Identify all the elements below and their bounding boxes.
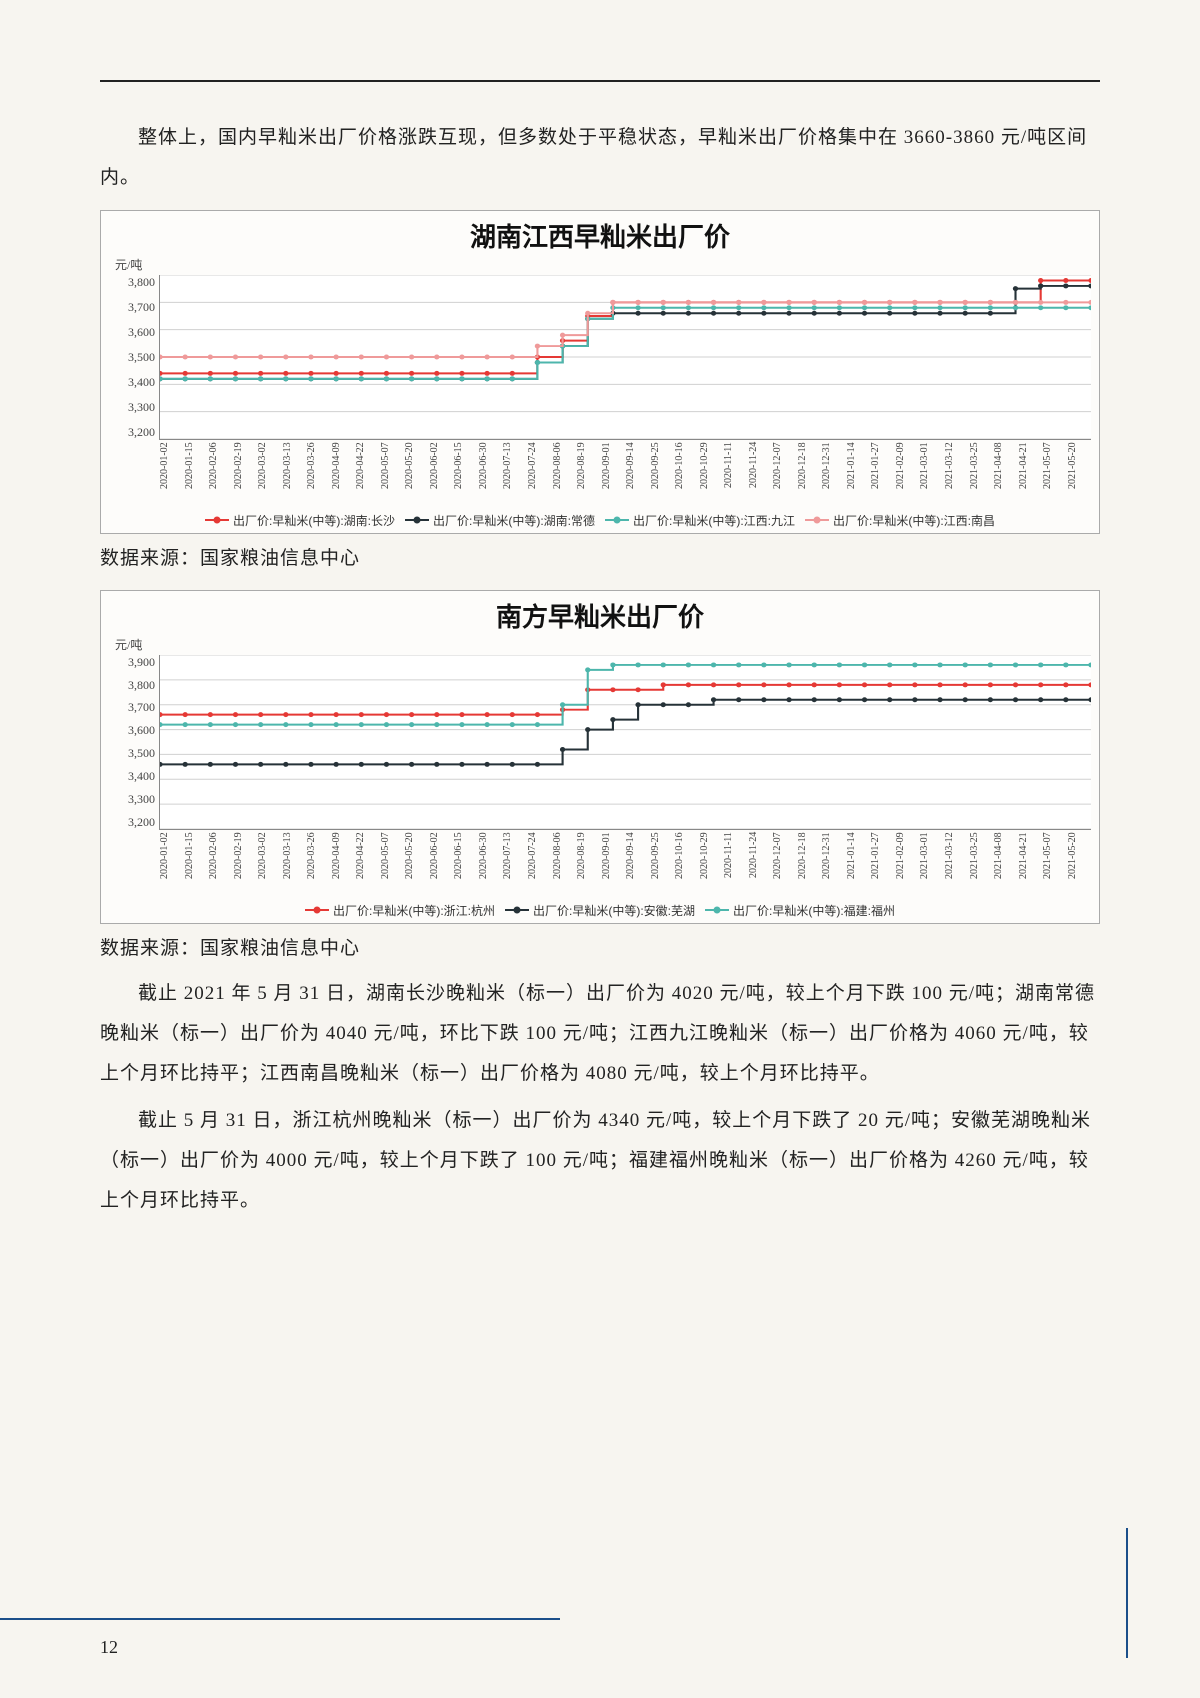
legend-item: 出厂价:早籼米(中等):湖南:长沙 bbox=[205, 512, 395, 529]
y-unit-label: 元/吨 bbox=[109, 636, 1091, 653]
chart1-source: 数据来源：国家粮油信息中心 bbox=[100, 540, 1100, 578]
paragraph-3: 截止 5 月 31 日，浙江杭州晚籼米（标一）出厂价为 4340 元/吨，较上个… bbox=[100, 1101, 1100, 1221]
legend-label: 出厂价:早籼米(中等):浙江:杭州 bbox=[333, 902, 495, 919]
legend: 出厂价:早籼米(中等):湖南:长沙 出厂价:早籼米(中等):湖南:常德 出厂价:早籼… bbox=[109, 512, 1091, 529]
paragraph-2: 截止 2021 年 5 月 31 日，湖南长沙晚籼米（标一）出厂价为 4020 … bbox=[100, 974, 1100, 1094]
intro-paragraph: 整体上，国内早籼米出厂价格涨跌互现，但多数处于平稳状态，早籼米出厂价格集中在 3… bbox=[100, 118, 1100, 198]
chart-title: 湖南江西早籼米出厂价 bbox=[109, 217, 1091, 254]
plot-area bbox=[159, 655, 1091, 830]
legend-label: 出厂价:早籼米(中等):福建:福州 bbox=[733, 902, 895, 919]
legend-swatch bbox=[705, 909, 729, 911]
legend-item: 出厂价:早籼米(中等):江西:南昌 bbox=[805, 512, 995, 529]
legend-label: 出厂价:早籼米(中等):湖南:常德 bbox=[433, 512, 595, 529]
legend-swatch bbox=[605, 519, 629, 521]
legend-item: 出厂价:早籼米(中等):安徽:芜湖 bbox=[505, 902, 695, 919]
footer-accent-line bbox=[0, 1618, 560, 1620]
chart-south: 南方早籼米出厂价元/吨 3,9003,8003,7003,6003,5003,40… bbox=[100, 590, 1100, 924]
legend-swatch bbox=[505, 909, 529, 911]
legend-label: 出厂价:早籼米(中等):湖南:长沙 bbox=[233, 512, 395, 529]
legend: 出厂价:早籼米(中等):浙江:杭州 出厂价:早籼米(中等):安徽:芜湖 出厂价:早籼… bbox=[109, 902, 1091, 919]
legend-swatch bbox=[305, 909, 329, 911]
legend-label: 出厂价:早籼米(中等):江西:九江 bbox=[633, 512, 795, 529]
legend-item: 出厂价:早籼米(中等):江西:九江 bbox=[605, 512, 795, 529]
legend-swatch bbox=[805, 519, 829, 521]
legend-item: 出厂价:早籼米(中等):福建:福州 bbox=[705, 902, 895, 919]
x-axis: 2020-01-022020-01-152020-02-062020-02-19… bbox=[159, 442, 1091, 510]
chart-title: 南方早籼米出厂价 bbox=[109, 597, 1091, 634]
chart-hunan-jiangxi: 湖南江西早籼米出厂价元/吨 3,8003,7003,6003,5003,4003,… bbox=[100, 210, 1100, 534]
legend-item: 出厂价:早籼米(中等):湖南:常德 bbox=[405, 512, 595, 529]
legend-swatch bbox=[205, 519, 229, 521]
y-axis: 3,8003,7003,6003,5003,4003,3003,200 bbox=[109, 275, 159, 440]
legend-swatch bbox=[405, 519, 429, 521]
right-accent-line bbox=[1126, 1528, 1128, 1658]
legend-label: 出厂价:早籼米(中等):安徽:芜湖 bbox=[533, 902, 695, 919]
page-number: 12 bbox=[100, 1637, 118, 1658]
legend-label: 出厂价:早籼米(中等):江西:南昌 bbox=[833, 512, 995, 529]
chart2-source: 数据来源：国家粮油信息中心 bbox=[100, 930, 1100, 968]
plot-area bbox=[159, 275, 1091, 440]
y-unit-label: 元/吨 bbox=[109, 256, 1091, 273]
y-axis: 3,9003,8003,7003,6003,5003,4003,3003,200 bbox=[109, 655, 159, 830]
top-rule bbox=[100, 80, 1100, 82]
legend-item: 出厂价:早籼米(中等):浙江:杭州 bbox=[305, 902, 495, 919]
x-axis: 2020-01-022020-01-152020-02-062020-02-19… bbox=[159, 832, 1091, 900]
